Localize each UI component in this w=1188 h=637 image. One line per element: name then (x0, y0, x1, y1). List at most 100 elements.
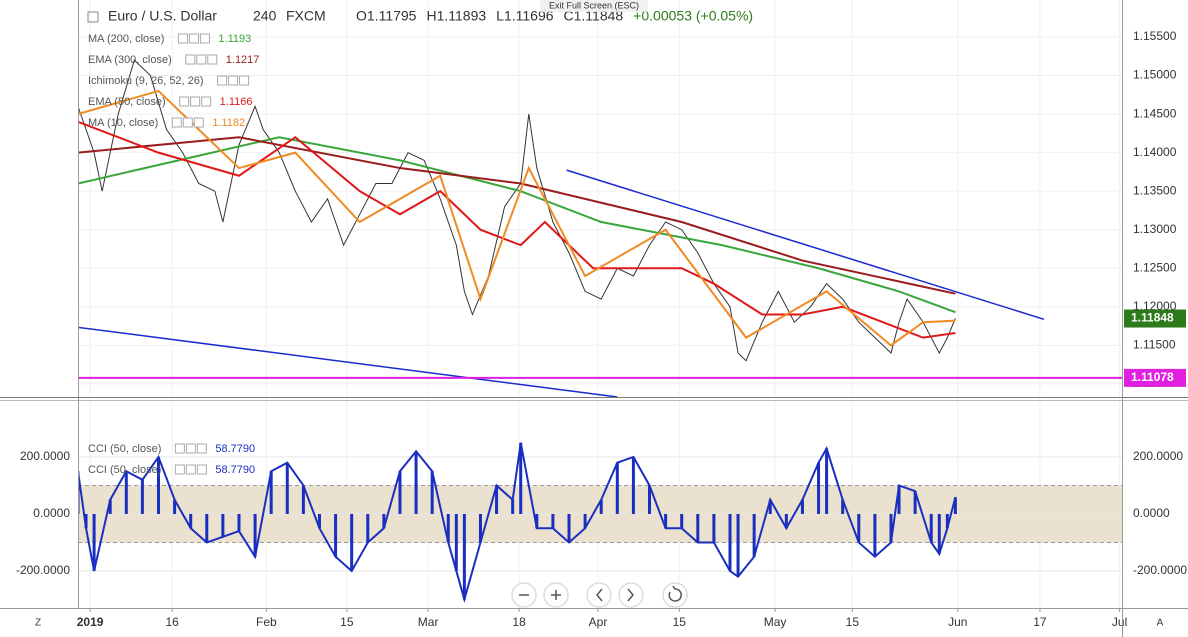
cci-bar (92, 513, 96, 571)
cci-bar (784, 513, 788, 529)
y-tick-label: 1.14500 (1133, 106, 1177, 120)
cci-bar (929, 513, 933, 543)
cci-bar (334, 513, 338, 557)
legend-value: 58.7790 (215, 443, 255, 455)
legend-icon (177, 33, 188, 44)
cci-bar (857, 513, 861, 543)
y-tick-label: 1.11500 (1133, 338, 1176, 352)
collapse-icon[interactable] (87, 11, 99, 23)
cci-bar (913, 491, 917, 514)
legend-icon (188, 33, 199, 44)
cci-pane (78, 400, 1122, 608)
legend-name: EMA (300, close) (88, 54, 172, 66)
legend-icon (228, 75, 239, 86)
cci-bar (696, 513, 700, 543)
reset-button[interactable] (662, 582, 688, 608)
legend-name: MA (200, close) (88, 33, 164, 45)
cci-line (78, 442, 957, 604)
last-price-label: 1.11848 (1131, 311, 1174, 325)
x-tick-label: 18 (512, 615, 526, 629)
source: FXCM (286, 8, 326, 24)
notice-box (540, 0, 648, 12)
legend-icon (196, 54, 207, 65)
cci-bar (350, 513, 354, 571)
price-label-box (1124, 368, 1186, 387)
cci-bar (108, 499, 112, 514)
cci-bar (511, 499, 515, 514)
legend-name: CCI (50, close) (88, 443, 161, 455)
x-tick-label: Apr (589, 615, 608, 629)
legend-icon (199, 33, 210, 44)
symbol-title: Euro / U.S. Dollar (108, 8, 217, 24)
cci-bar (680, 513, 684, 529)
scroll-right-button[interactable] (618, 582, 644, 608)
x-tick-label: 15 (340, 615, 354, 629)
ui-button[interactable]: Z (35, 618, 41, 629)
cci-bar (599, 499, 603, 514)
cci-bar (462, 513, 466, 600)
cci-bar (583, 513, 587, 529)
cci-bar (140, 479, 144, 514)
zoom-controls (511, 582, 688, 608)
legend-name: CCI (50, close) (88, 464, 161, 476)
price-pane (78, 0, 1122, 397)
cci-bar (414, 451, 418, 514)
cci-bar (301, 485, 305, 514)
fullscreen-notice[interactable]: Exit Full Screen (ESC) (549, 0, 639, 10)
cci-bar (648, 485, 652, 514)
x-tick-label: May (764, 615, 787, 629)
legend-icon (190, 96, 201, 107)
x-tick-label: Jun (948, 615, 967, 629)
cci-bar (430, 471, 434, 514)
cci-bar (317, 513, 321, 529)
cci-bar (237, 513, 241, 532)
legend-value: 1.1182 (212, 117, 245, 129)
y-tick-label: 200.0000 (1133, 449, 1183, 463)
y-tick-label: 0.0000 (33, 506, 70, 520)
cci-bar (728, 513, 732, 571)
cci-bar (495, 485, 499, 514)
legend-icon (185, 443, 196, 454)
cci-bar (873, 513, 877, 557)
price-line (78, 59, 956, 362)
x-tick-label: Jul (1112, 615, 1127, 629)
ui-button[interactable]: A (1157, 618, 1164, 629)
x-tick-label: 15 (846, 615, 860, 629)
legend-icon (185, 54, 196, 65)
x-tick-label: 2019 (77, 615, 104, 629)
cci-bar (953, 497, 957, 514)
legend-icon (217, 75, 228, 86)
icon (551, 590, 561, 600)
legend-name: Ichimoku (9, 26, 52, 26) (88, 75, 204, 87)
scroll-left-button[interactable] (586, 582, 612, 608)
cci-bar (897, 485, 901, 514)
legend-icon (193, 117, 204, 128)
legend-value: 1.1193 (218, 33, 251, 45)
y-tick-label: 0.0000 (1133, 506, 1170, 520)
legend-value: 1.1166 (220, 96, 253, 108)
ohlc-value: O1.11795 (356, 8, 417, 24)
cci-bar (454, 513, 458, 571)
legend-name: MA (10, close) (88, 117, 158, 129)
cci-bar (535, 513, 539, 529)
y-tick-label: 1.13500 (1133, 183, 1177, 197)
change: +0.00053 (+0.05%) (633, 8, 753, 24)
cci-bar (382, 513, 386, 529)
cci-bar (817, 462, 821, 514)
legend-icon (239, 75, 250, 86)
legend-icon (196, 443, 207, 454)
x-tick-label: 16 (165, 615, 179, 629)
icon (668, 585, 682, 602)
cci-bar (156, 456, 160, 514)
trendline (78, 326, 618, 397)
price-label: 1.11078 (1131, 370, 1174, 384)
legend-icon (174, 443, 185, 454)
x-tick-label: 15 (673, 615, 687, 629)
interval: 240 (253, 8, 277, 24)
cci-bar (221, 513, 225, 537)
legend-icon (171, 117, 182, 128)
moving-average (78, 136, 956, 295)
y-tick-label: 1.15500 (1133, 29, 1177, 43)
trendline (566, 169, 1045, 321)
